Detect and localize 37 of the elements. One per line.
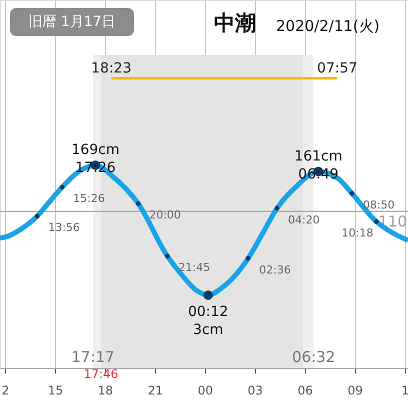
point xyxy=(274,206,280,211)
point xyxy=(60,184,65,190)
annotation: 02:36 xyxy=(259,263,291,276)
x-tick-label: 09 xyxy=(348,384,363,398)
x-tick-label: 1 xyxy=(401,384,408,398)
point xyxy=(246,256,250,261)
point xyxy=(34,214,40,218)
x-tick-label: 03 xyxy=(248,384,263,398)
annotation: 旧暦 1月17日 xyxy=(28,14,116,30)
data-label: 169cm 17:26 xyxy=(71,142,120,176)
x-tick-label: 15 xyxy=(48,384,64,398)
annotation: 17:17 xyxy=(71,348,115,366)
annotation: 10:18 xyxy=(342,226,374,240)
text: 2020/2/11(火) xyxy=(276,17,380,35)
annotation: 20:00 xyxy=(149,208,181,222)
x-tick-label: 00 xyxy=(198,384,213,398)
annotation: 21:45 xyxy=(178,261,210,274)
x-tick-label: 06 xyxy=(298,384,313,398)
annotation: 07:57 xyxy=(317,60,358,76)
x-tick-label: 2 xyxy=(2,384,10,398)
annotation: 18:23 xyxy=(91,60,132,76)
data-label: 161cm 06:49 xyxy=(294,148,342,182)
annotation: 08:50 xyxy=(362,198,395,212)
point xyxy=(203,290,213,300)
x-tick-label: 21 xyxy=(148,384,164,398)
annotation: 15:26 xyxy=(73,192,105,206)
point xyxy=(374,219,379,224)
annotation: 06:32 xyxy=(292,348,336,366)
point xyxy=(165,254,170,258)
band-label: 17:46 xyxy=(84,367,118,381)
x-tick-label: 18 xyxy=(98,384,114,398)
point xyxy=(136,201,141,206)
annotation: 04:20 xyxy=(288,213,320,226)
point xyxy=(350,191,354,196)
text: 中潮 xyxy=(214,11,256,35)
data-label: 00:12 3cm xyxy=(188,304,228,338)
annotation: 13:56 xyxy=(48,221,80,234)
